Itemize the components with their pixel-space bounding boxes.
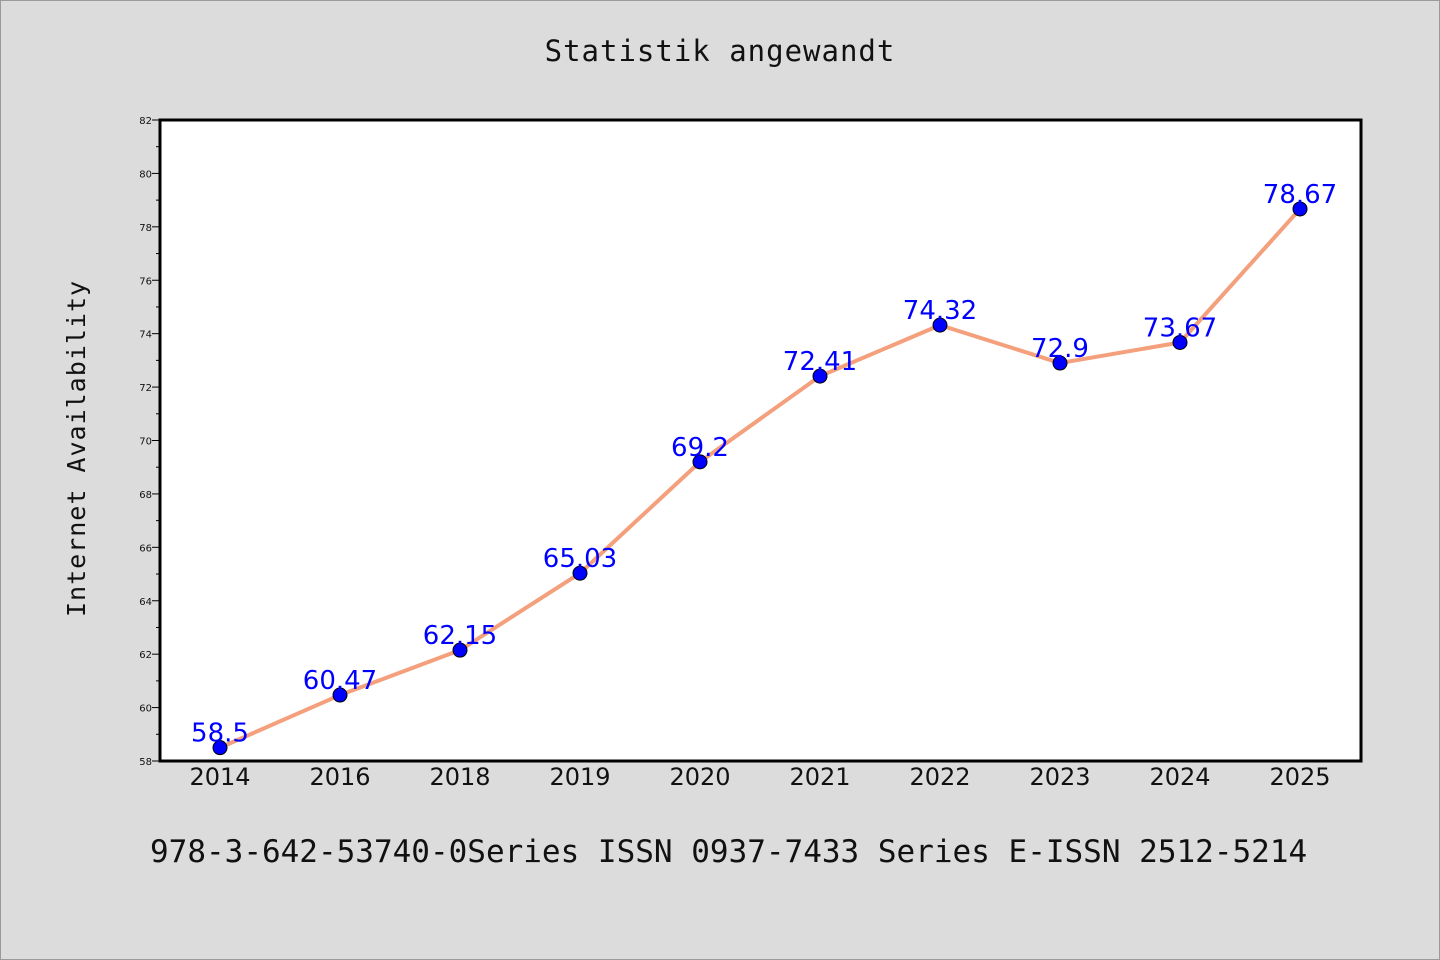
y-tick-label: 76 [139, 276, 152, 287]
data-label: 78.67 [1263, 180, 1337, 210]
y-axis-label: Internet Availability [62, 280, 91, 617]
x-tick-label: 2016 [309, 763, 370, 791]
y-tick-label: 72 [139, 383, 152, 394]
data-label: 73.67 [1143, 313, 1217, 343]
data-label: 58.5 [191, 719, 249, 749]
y-tick-label: 58 [139, 757, 152, 768]
x-tick-label: 2025 [1269, 763, 1330, 791]
x-tick-label: 2019 [549, 763, 610, 791]
y-tick-label: 68 [139, 490, 152, 501]
x-tick-label: 2023 [1029, 763, 1090, 791]
data-labels: 58.5 60.47 62.15 65.03 69.2 72.41 74.32 72.9 73.… [191, 180, 1337, 749]
footer-text: 978-3-642-53740-0Series ISSN 0937-7433 S… [150, 834, 1308, 870]
x-tick-label: 2014 [189, 763, 250, 791]
y-tick-label: 62 [139, 650, 152, 661]
data-point [572, 565, 588, 581]
data-label: 69.2 [671, 433, 729, 463]
data-label: 74.32 [903, 296, 977, 326]
data-label: 62.15 [423, 621, 497, 651]
x-tick-label: 2018 [429, 763, 490, 791]
y-axis: 58 60 62 64 66 68 70 72 74 76 78 80 82 [139, 116, 160, 768]
x-axis: 2014 2016 2018 2019 2020 2021 2022 2023 2024 2025 [189, 763, 1330, 791]
plot-area [158, 118, 1363, 763]
chart-title: Statistik angewandt [544, 34, 896, 68]
data-point [212, 740, 228, 756]
y-tick-label: 82 [139, 116, 152, 127]
y-tick-label: 80 [139, 169, 152, 180]
data-label: 65.03 [543, 544, 617, 574]
y-tick-label: 74 [139, 330, 152, 341]
data-point [1292, 201, 1308, 217]
y-tick-label: 78 [139, 223, 152, 234]
y-tick-label: 70 [139, 437, 152, 448]
data-point [1172, 334, 1188, 350]
data-label: 60.47 [303, 666, 377, 696]
data-point [332, 687, 348, 703]
data-point [812, 368, 828, 384]
x-tick-label: 2021 [789, 763, 850, 791]
y-tick-label: 60 [139, 704, 152, 715]
x-tick-label: 2022 [909, 763, 970, 791]
data-label: 72.41 [783, 347, 857, 377]
x-tick-label: 2024 [1149, 763, 1210, 791]
x-tick-label: 2020 [669, 763, 730, 791]
y-tick-label: 66 [139, 543, 152, 554]
data-point [452, 642, 468, 658]
data-label: 72.9 [1031, 334, 1089, 364]
data-point [932, 317, 948, 333]
data-point [692, 454, 708, 470]
data-point [1052, 355, 1068, 371]
data-points [212, 201, 1308, 756]
y-tick-label: 64 [139, 597, 152, 608]
series-line [219, 207, 1302, 750]
